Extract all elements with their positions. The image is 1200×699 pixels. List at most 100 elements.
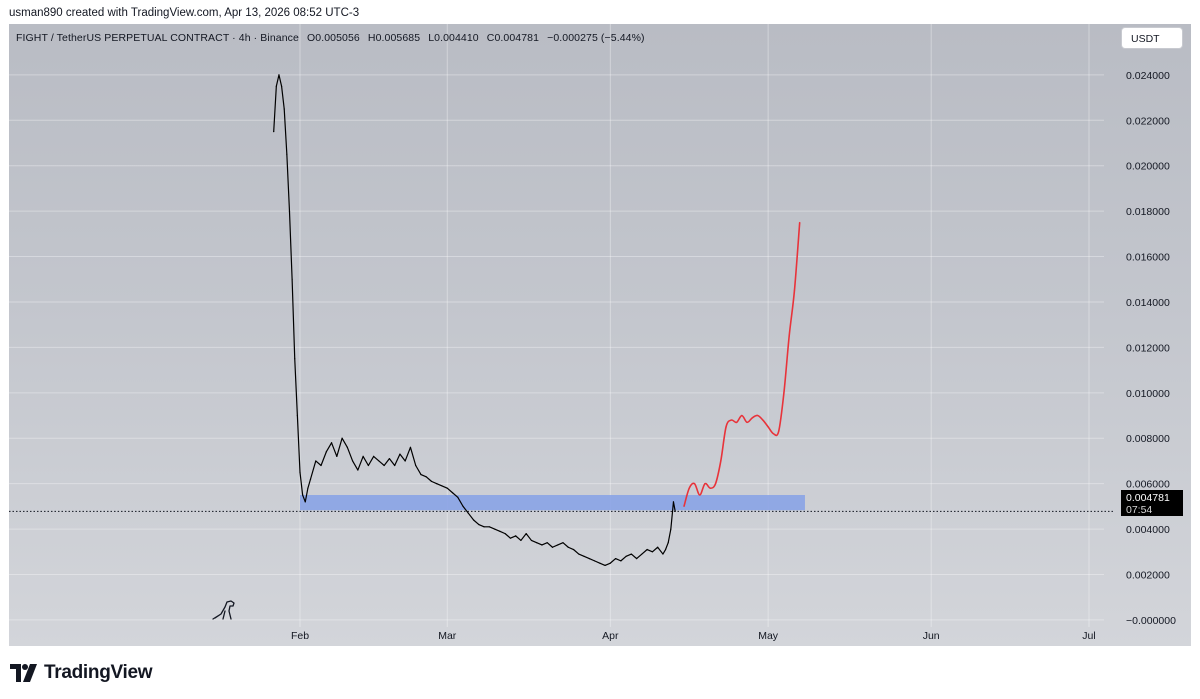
price-point [294,358,296,360]
price-point [404,460,406,462]
high-value: H0.005685 [367,32,421,44]
projection-point [741,414,743,417]
time-axis: Feb Mar Apr May Jun Jul [291,630,1096,642]
price-point [520,539,522,542]
price-point [383,464,385,467]
y-tick-label: 0.008000 [1126,433,1170,445]
price-point [674,510,676,512]
projection-point [788,335,790,337]
price-point [467,512,469,514]
y-tick-label: 0.006000 [1126,479,1170,491]
low-value: L0.004410 [428,32,479,44]
projection-point [730,419,732,421]
x-tick-label: Mar [438,630,457,642]
price-point [557,544,559,546]
price-point [441,485,443,487]
projection-point [799,221,801,224]
x-tick-label: Jul [1082,630,1095,642]
y-tick-label: 0.004000 [1126,524,1170,536]
price-point [593,560,596,562]
price-point [578,553,580,555]
symbol-name: FIGHT / TetherUS PERPETUAL CONTRACT · 4h… [16,32,299,44]
projection-point [767,426,769,428]
price-point [357,469,359,471]
price-point [373,455,375,458]
price-point [278,74,280,76]
price-point [572,548,575,551]
price-point [546,542,548,544]
price-point [662,553,664,555]
price-point [604,564,606,567]
projection-point [699,494,701,496]
y-tick-label: 0.016000 [1126,252,1170,264]
projection-line [683,222,801,507]
price-point [415,464,417,467]
price-point [562,542,564,544]
price-series [9,74,1114,567]
price-point [425,476,427,478]
price-point [315,460,317,462]
price-point [670,528,672,530]
price-point [620,560,622,562]
price-point [636,557,638,560]
price-point [399,453,401,455]
price-point [362,455,364,458]
price-point [630,553,632,555]
price-point [304,501,306,503]
y-tick-label: 0.020000 [1126,161,1170,173]
projection-point [751,417,753,419]
price-point [302,494,304,496]
price-point [567,546,569,548]
tradingview-logo-icon [10,664,37,682]
price-point [615,557,617,560]
currency-button[interactable]: USDT [1121,27,1183,49]
price-point [325,451,327,453]
current-price-tag: 0.004781 07:54 [1121,490,1183,516]
price-point [436,483,438,485]
price-point [283,108,285,110]
price-chart[interactable]: 0.024000 0.022000 0.020000 0.018000 0.016000… [9,24,1191,646]
price-axis: 0.024000 0.022000 0.020000 0.018000 0.016000… [1126,70,1176,627]
chart-area[interactable]: 0.024000 0.022000 0.020000 0.018000 0.016000… [9,24,1191,646]
price-point [299,471,301,473]
price-point [530,539,533,542]
price-point [462,505,464,507]
projection-point [693,483,696,485]
price-point [394,464,396,467]
projection-point [688,487,690,489]
price-point [664,548,667,551]
price-point [651,551,654,553]
price-point [446,487,448,489]
open-value: O0.005056 [306,32,360,44]
price-line [273,74,676,567]
projection-point [746,421,748,423]
price-point [536,542,538,544]
price-point [488,526,490,528]
price-point [288,210,291,212]
projection-point [757,414,759,417]
price-point [641,553,643,555]
chart-byline: usman890 created with TradingView.com, A… [9,7,360,19]
projection-point [720,460,722,462]
price-point [352,460,354,462]
x-tick-label: May [758,630,779,642]
y-tick-label: 0.018000 [1126,206,1170,218]
price-point [330,442,333,444]
price-point [307,487,309,489]
x-tick-label: Jun [923,630,940,642]
tradingview-logo[interactable]: TradingView [10,661,153,685]
price-point [457,496,459,498]
price-point [478,523,480,526]
price-point [472,519,475,521]
price-point [667,542,669,544]
price-point [494,528,496,530]
projection-point [778,430,780,433]
price-point [625,555,627,557]
projection-point [704,483,706,485]
dinosaur-icon [212,600,235,620]
price-point [336,455,338,458]
price-point [409,446,412,448]
price-point [341,437,343,439]
projection-point [683,505,685,507]
price-point [588,557,590,560]
